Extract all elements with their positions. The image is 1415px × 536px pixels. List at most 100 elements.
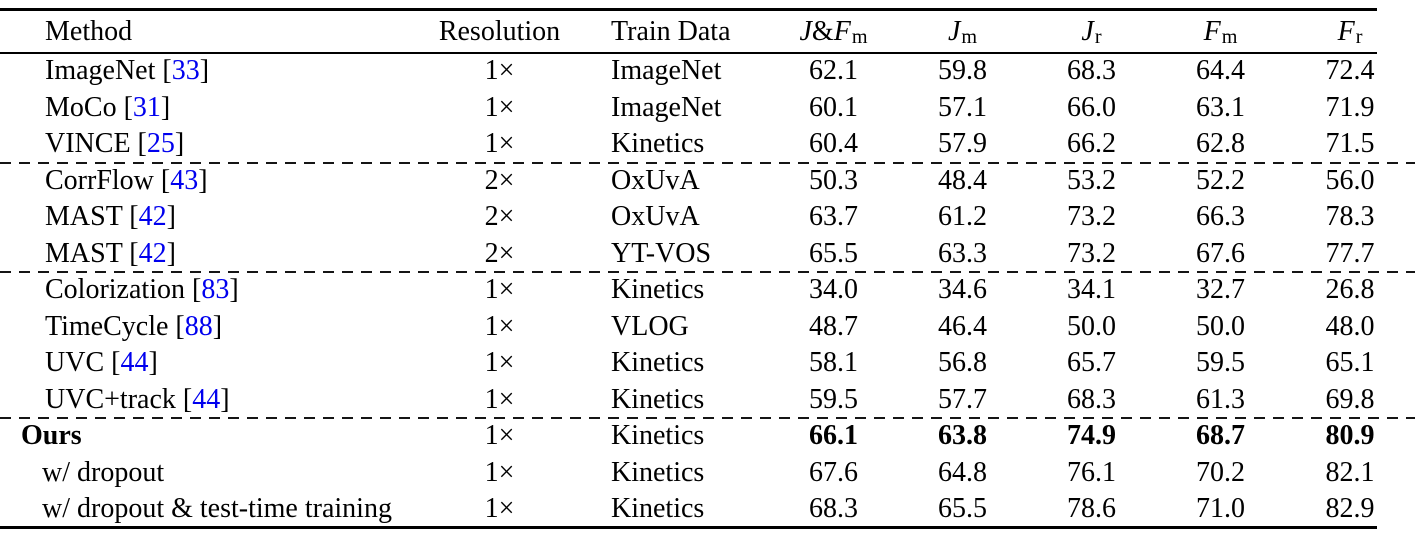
metric-value: 60.1 <box>809 91 858 123</box>
method-name: ImageNet <box>45 55 156 87</box>
resolution-cell: 1× <box>484 420 515 452</box>
table-row: w/ dropout & test-time training 1× Kinetic… <box>0 491 1415 528</box>
metric-value: 73.2 <box>1067 237 1116 269</box>
method-cell: UVC+track [44] <box>45 383 230 415</box>
metric-value: 71.9 <box>1325 91 1375 123</box>
table-row: CorrFlow [43] 2× OxUvA 50.3 48.4 53.2 52.2 56.0 <box>0 163 1415 200</box>
resolution-cell: 1× <box>484 128 515 160</box>
train-data-cell: ImageNet <box>611 55 722 87</box>
column-header-jf-mean: J&Fm <box>769 11 898 53</box>
method-name: MoCo <box>45 91 117 123</box>
citation-link[interactable]: 25 <box>146 128 175 160</box>
metric-value: 68.3 <box>1067 383 1116 415</box>
citation-link[interactable]: 33 <box>171 55 200 87</box>
table-rule-top <box>0 8 1377 11</box>
dashed-separator <box>0 417 1415 419</box>
metric-value: 78.6 <box>1067 493 1116 525</box>
train-data-cell: YT-VOS <box>611 237 712 269</box>
math-symbol: J <box>1081 16 1094 47</box>
metric-value: 82.1 <box>1325 456 1375 488</box>
metric-value: 65.5 <box>938 493 987 525</box>
metric-value: 61.3 <box>1196 383 1245 415</box>
method-cell: MoCo [31] <box>45 91 171 123</box>
metric-value: 64.4 <box>1196 55 1245 87</box>
column-header-f-mean: Fm <box>1156 11 1285 53</box>
table-row: MAST [42] 2× OxUvA 63.7 61.2 73.2 66.3 78.3 <box>0 199 1415 236</box>
citation-link[interactable]: 42 <box>138 237 167 269</box>
column-header-j-mean: Jm <box>898 11 1027 53</box>
train-data-cell: Kinetics <box>611 420 705 452</box>
column-header-j-recall: Jr <box>1027 11 1156 53</box>
metric-value: 34.0 <box>809 274 858 306</box>
train-data-cell: Kinetics <box>611 456 705 488</box>
table-row: UVC+track [44] 1× Kinetics 59.5 57.7 68.3 61.3… <box>0 382 1415 419</box>
metric-value: 59.8 <box>938 55 987 87</box>
citation-link[interactable]: 43 <box>170 164 199 196</box>
method-name: Ours <box>21 420 82 452</box>
math-symbol: & <box>811 16 834 47</box>
resolution-cell: 1× <box>484 456 515 488</box>
train-data-cell: Kinetics <box>611 274 705 306</box>
metric-value: 78.3 <box>1325 201 1375 233</box>
citation-link[interactable]: 31 <box>132 91 161 123</box>
metric-value: 26.8 <box>1325 274 1375 306</box>
metric-value: 53.2 <box>1067 164 1116 196</box>
metric-value: 65.7 <box>1067 347 1116 379</box>
citation-link[interactable]: 44 <box>120 347 149 379</box>
metric-value: 69.8 <box>1325 383 1375 415</box>
metric-value: 56.0 <box>1325 164 1375 196</box>
citation-link[interactable]: 88 <box>184 310 213 342</box>
resolution-cell: 2× <box>484 164 515 196</box>
method-name: w/ dropout <box>42 456 165 488</box>
table-body: ImageNet [33] 1× ImageNet 62.1 59.8 68.3 64.4 7… <box>0 53 1415 528</box>
train-data-cell: VLOG <box>611 310 689 342</box>
header-row: Method Resolution Train Data J&Fm Jm Jr Fm Fr <box>0 11 1415 53</box>
math-subscript: m <box>851 25 868 48</box>
table-row: UVC [44] 1× Kinetics 58.1 56.8 65.7 59.5 65.1 <box>0 345 1415 382</box>
metric-value: 50.0 <box>1196 310 1245 342</box>
metric-value: 48.4 <box>938 164 987 196</box>
train-data-cell: ImageNet <box>611 91 722 123</box>
train-data-cell: Kinetics <box>611 383 705 415</box>
method-cell: Ours <box>0 418 432 455</box>
resolution-cell: 1× <box>484 493 515 525</box>
resolution-cell: 2× <box>484 201 515 233</box>
metric-value: 63.7 <box>809 201 858 233</box>
metric-value: 73.2 <box>1067 201 1116 233</box>
metric-value: 74.9 <box>1067 420 1116 452</box>
metric-value: 34.6 <box>938 274 987 306</box>
citation-link[interactable]: 83 <box>201 274 230 306</box>
metric-value: 82.9 <box>1325 493 1375 525</box>
metric-value: 32.7 <box>1196 274 1245 306</box>
metric-value: 77.7 <box>1325 237 1375 269</box>
metric-value: 62.1 <box>809 55 858 87</box>
table-rule-header <box>0 52 1377 54</box>
method-name: w/ dropout & test-time training <box>42 493 392 525</box>
train-data-cell: Kinetics <box>611 128 705 160</box>
metric-value: 64.8 <box>938 456 987 488</box>
metric-value: 57.7 <box>938 383 987 415</box>
metric-value: 50.0 <box>1067 310 1116 342</box>
train-data-cell: OxUvA <box>611 201 700 233</box>
metric-value: 72.4 <box>1325 55 1375 87</box>
dashed-separator <box>0 161 1415 164</box>
metric-value: 66.0 <box>1067 91 1116 123</box>
citation-link[interactable]: 42 <box>138 201 167 233</box>
method-cell: VINCE [25] <box>45 128 185 160</box>
method-cell: MAST [42] <box>45 237 176 269</box>
method-cell: UVC [44] <box>45 347 158 379</box>
method-name: TimeCycle <box>45 310 169 342</box>
table-row: VINCE [25] 1× Kinetics 60.4 57.9 66.2 62.8 71.5 <box>0 126 1415 163</box>
metric-value: 46.4 <box>938 310 987 342</box>
train-data-cell: Kinetics <box>611 493 705 525</box>
math-symbol: F <box>1337 16 1355 47</box>
citation-link[interactable]: 44 <box>192 383 221 415</box>
metric-value: 66.3 <box>1196 201 1245 233</box>
metric-value: 65.5 <box>809 237 858 269</box>
metric-value: 61.2 <box>938 201 987 233</box>
table-row: w/ dropout 1× Kinetics 67.6 64.8 76.1 70.2 82.1 <box>0 455 1415 492</box>
method-cell: MAST [42] <box>45 201 176 233</box>
metric-value: 71.5 <box>1325 128 1375 160</box>
resolution-cell: 1× <box>484 91 515 123</box>
metric-value: 57.1 <box>938 91 987 123</box>
